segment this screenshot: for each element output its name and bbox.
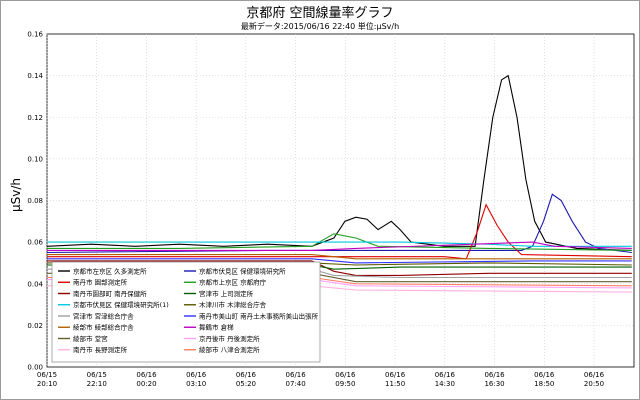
legend-entry: 舞鶴市 倉梯 — [199, 323, 234, 332]
legend-entry: 南丹市園部町 南丹保健所 — [73, 289, 147, 298]
x-tick-date: 06/16 — [286, 371, 307, 379]
x-tick-date: 06/15 — [37, 371, 57, 379]
x-tick-date: 06/16 — [186, 371, 207, 379]
x-axis-ticks: 06/1520:1006/1522:1006/1600:2006/1603:10… — [37, 371, 605, 388]
series-line-0 — [46, 74, 632, 251]
legend-entry: 綾部市 堂宮 — [73, 334, 108, 343]
x-tick-time: 00:20 — [136, 380, 156, 388]
y-axis-ticks: 0.16 0.14 0.12 0.10 0.08 0.06 0.04 0.02 0.00 — [27, 31, 43, 372]
x-tick-date: 06/16 — [584, 371, 605, 379]
legend-entry: 京都市上京区 京都府庁 — [199, 278, 267, 287]
series-line-9 — [47, 258, 632, 264]
legend-box — [51, 261, 321, 363]
x-tick-time: 05:20 — [236, 380, 256, 388]
legend-entry: 京都市伏見区 保健環境研究所(1) — [73, 300, 169, 309]
x-tick-time: 09:50 — [335, 380, 355, 388]
series-line-4 — [47, 260, 632, 276]
series-line-10 — [47, 254, 632, 260]
legend-entry: 木津川市 木津総合庁舎 — [199, 300, 267, 309]
y-tick-label: 0.10 — [27, 155, 43, 163]
y-tick-label: 0.00 — [27, 364, 43, 372]
legend-entry: 綾部市 八津合測定所 — [199, 345, 260, 354]
series-line-1 — [46, 193, 632, 254]
y-tick-label: 0.06 — [27, 239, 43, 247]
legend-entry: 南丹市美山町 南丹土木事務所美山出張所 — [199, 311, 319, 320]
chart-title: 京都府 空間線量率グラフ — [246, 6, 394, 21]
legend-entry: 南丹市 園部測定所 — [73, 278, 128, 287]
legend-entry: 京都市左京区 久多測定所 — [73, 266, 147, 275]
y-tick-label: 0.14 — [27, 72, 43, 80]
grid — [46, 33, 635, 368]
x-tick-time: 14:30 — [435, 380, 455, 388]
x-tick-date: 06/16 — [534, 371, 555, 379]
x-tick-date: 06/16 — [484, 371, 505, 379]
y-tick-label: 0.16 — [27, 31, 43, 39]
y-axis-label: μSv/h — [9, 178, 23, 212]
x-tick-time: 07:40 — [286, 380, 306, 388]
x-tick-date: 06/16 — [385, 371, 406, 379]
series-line-11 — [47, 241, 632, 251]
x-tick-time: 20:50 — [584, 380, 604, 388]
legend-entry: 南丹市 長野測定所 — [73, 345, 128, 354]
legend-entry: 綾部市 綾部総合庁舎 — [73, 323, 134, 332]
y-tick-label: 0.08 — [27, 197, 43, 205]
x-tick-time: 20:10 — [37, 380, 57, 388]
x-tick-time: 03:10 — [186, 380, 206, 388]
x-tick-time: 18:50 — [534, 380, 554, 388]
y-tick-label: 0.12 — [27, 114, 43, 122]
legend-entry: 京丹後市 丹後測定所 — [199, 334, 260, 343]
legend-entry: 宮津市 上司測定所 — [199, 289, 254, 298]
y-tick-label: 0.02 — [27, 322, 43, 330]
x-tick-time: 22:10 — [87, 380, 107, 388]
legend-entry: 宮津市 宮津総合庁舎 — [73, 311, 134, 320]
y-tick-label: 0.04 — [27, 280, 43, 288]
x-tick-date: 06/16 — [335, 371, 356, 379]
x-tick-date: 06/16 — [136, 371, 157, 379]
x-tick-date: 06/16 — [236, 371, 257, 379]
x-tick-date: 06/16 — [435, 371, 456, 379]
x-tick-date: 06/15 — [87, 371, 107, 379]
x-tick-time: 11:50 — [385, 380, 405, 388]
x-tick-time: 16:30 — [484, 380, 504, 388]
series-line-3 — [47, 233, 632, 251]
legend-entry: 京都市伏見区 保健環境研究所 — [199, 266, 286, 275]
chart-subtitle: 最新データ:2015/06/16 22:40 単位:μSv/h — [240, 22, 400, 31]
